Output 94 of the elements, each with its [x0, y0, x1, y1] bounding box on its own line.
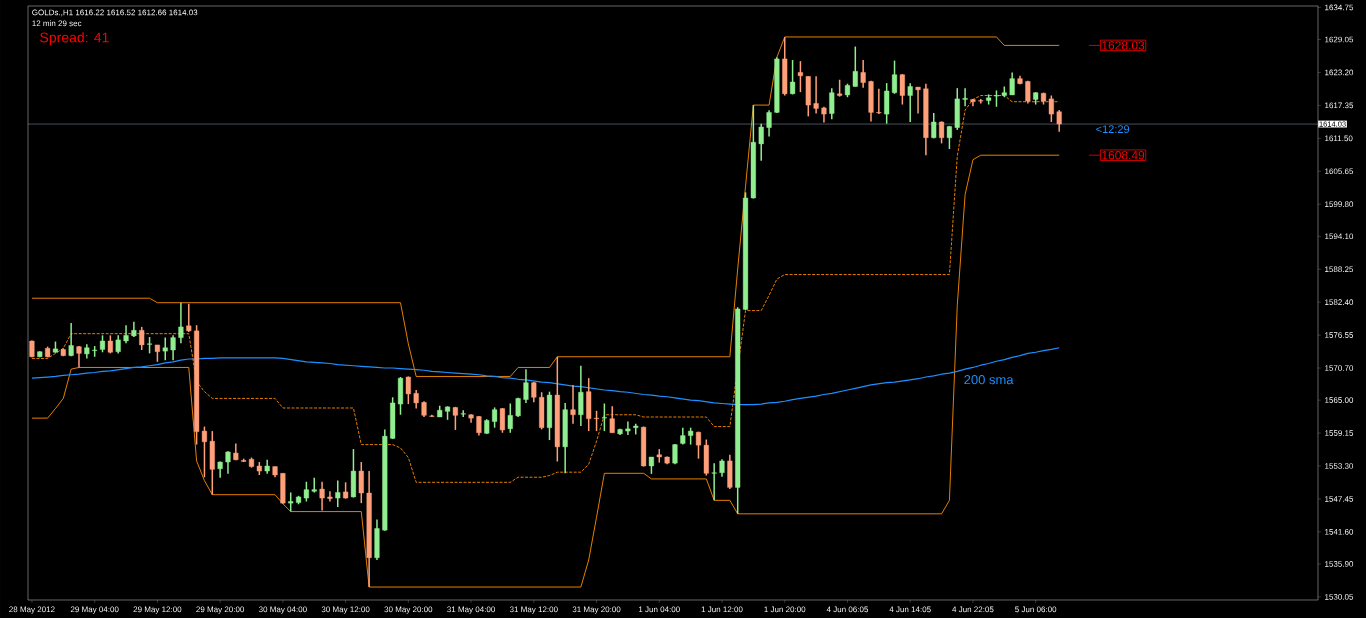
- candlestick: [68, 322, 74, 357]
- candlestick: [593, 410, 600, 432]
- candlestick: [907, 82, 913, 123]
- y-tick-label: 1535.90: [1325, 561, 1354, 567]
- candlestick: [531, 381, 537, 404]
- y-tick-label: 1634.75: [1325, 4, 1354, 11]
- y-tick-label: 1553.30: [1325, 463, 1354, 469]
- x-tick-label: 4 Jun 06:05: [826, 606, 869, 613]
- candlestick: [813, 75, 819, 115]
- text: 1628.03: [1102, 41, 1145, 50]
- candlestick: [492, 406, 498, 429]
- x-tick-label: 1 Jun 20:00: [764, 606, 806, 613]
- y-tick-label: 1530.05: [1325, 594, 1354, 600]
- candlestick: [460, 409, 466, 418]
- x-tick-label: 31 May 12:00: [509, 606, 558, 614]
- chart-title: GOLDs.,H1 1616.22 1616.52 1612.66 1614.03: [32, 9, 198, 17]
- candlestick: [899, 73, 905, 106]
- x-tick-label: 30 May 12:00: [321, 606, 370, 614]
- y-tick-label: 1547.45: [1325, 496, 1354, 502]
- x-tick-label: 29 May 12:00: [133, 606, 182, 614]
- candlestick: [962, 87, 968, 107]
- candlestick: [915, 86, 921, 115]
- y-tick-label: 1559.15: [1325, 430, 1354, 436]
- candlestick: [1056, 109, 1062, 133]
- y-tick-label: 1617.35: [1325, 102, 1354, 109]
- y-tick-label: 1570.70: [1325, 365, 1354, 371]
- x-tick-label: 28 May 2012: [9, 606, 55, 614]
- x-tick-label: 4 Jun 14:05: [889, 606, 931, 613]
- candlestick: [766, 109, 772, 138]
- candlestick: [797, 60, 803, 93]
- candlestick: [311, 477, 317, 494]
- y-tick-label: 1576.55: [1325, 332, 1354, 338]
- candlestick: [860, 59, 866, 89]
- candlestick: [123, 324, 129, 344]
- y-tick-label: 1599.80: [1325, 201, 1354, 208]
- candlestick: [939, 120, 945, 145]
- series-label: 200 sma: [964, 375, 1014, 385]
- candlestick: [186, 303, 192, 333]
- candlestick: [76, 345, 82, 369]
- candlestick: [891, 59, 898, 95]
- candlestick: [695, 430, 702, 460]
- candlestick: [852, 45, 858, 88]
- x-tick-label: 31 May 20:00: [572, 606, 621, 614]
- x-tick-label: 31 May 04:00: [447, 606, 495, 614]
- candlestick: [327, 490, 333, 503]
- candlestick: [335, 479, 341, 508]
- candlestick: [170, 334, 176, 361]
- candlestick: [288, 491, 294, 513]
- candlestick: [876, 88, 882, 115]
- x-tick-label: 5 Jun 06:00: [1015, 606, 1057, 613]
- x-tick-label: 4 Jun 22:05: [952, 606, 994, 613]
- x-tick-label: 29 May 20:00: [196, 606, 245, 614]
- candlestick: [625, 420, 631, 436]
- y-tick-label: 1611.50: [1325, 135, 1353, 142]
- candlestick: [578, 365, 584, 427]
- text: 12 min 29 sec: [32, 20, 82, 27]
- annotation: Spread: 41: [40, 32, 109, 46]
- x-tick-label: 30 May 20:00: [384, 606, 433, 614]
- candlestick: [358, 461, 364, 504]
- candlestick: [507, 402, 513, 434]
- y-tick-label: 1623.20: [1325, 69, 1354, 76]
- candlestick: [758, 122, 764, 162]
- candlestick: [139, 326, 145, 351]
- candlestick: [115, 334, 121, 355]
- x-tick-label: 29 May 04:00: [70, 606, 119, 614]
- y-tick-label: 1582.40: [1325, 299, 1354, 305]
- y-tick-label: 1594.10: [1325, 233, 1354, 240]
- candlestick: [931, 112, 937, 140]
- candlestick: [884, 82, 890, 125]
- candlestick: [601, 402, 607, 432]
- x-tick-label: 30 May 04:00: [258, 606, 307, 614]
- x-tick-label: 1 Jun 04:00: [638, 606, 680, 613]
- candlestick: [405, 375, 411, 405]
- y-tick-label: 1541.60: [1325, 529, 1354, 535]
- candlestick: [319, 481, 325, 512]
- candlestick: [523, 368, 529, 404]
- text: 1608.49: [1102, 150, 1145, 160]
- y-tick-label: 1629.05: [1325, 36, 1354, 43]
- text: <12:29: [1096, 125, 1130, 134]
- candlestick: [162, 336, 168, 361]
- candlestick: [829, 87, 835, 120]
- candlestick: [499, 407, 505, 434]
- candlestick: [570, 384, 576, 425]
- candlestick: [711, 462, 717, 502]
- x-tick-label: 1 Jun 12:00: [701, 606, 743, 613]
- candlestick: [609, 405, 615, 434]
- candlestick: [225, 450, 231, 475]
- candlestick: [178, 301, 184, 344]
- y-tick-label: 1588.25: [1325, 266, 1354, 273]
- y-tick-label: 1565.00: [1325, 397, 1354, 403]
- candlestick: [1009, 71, 1015, 96]
- candlestick: [413, 389, 419, 410]
- candlestick: [790, 59, 796, 96]
- y-tick-label: 1605.65: [1325, 168, 1354, 175]
